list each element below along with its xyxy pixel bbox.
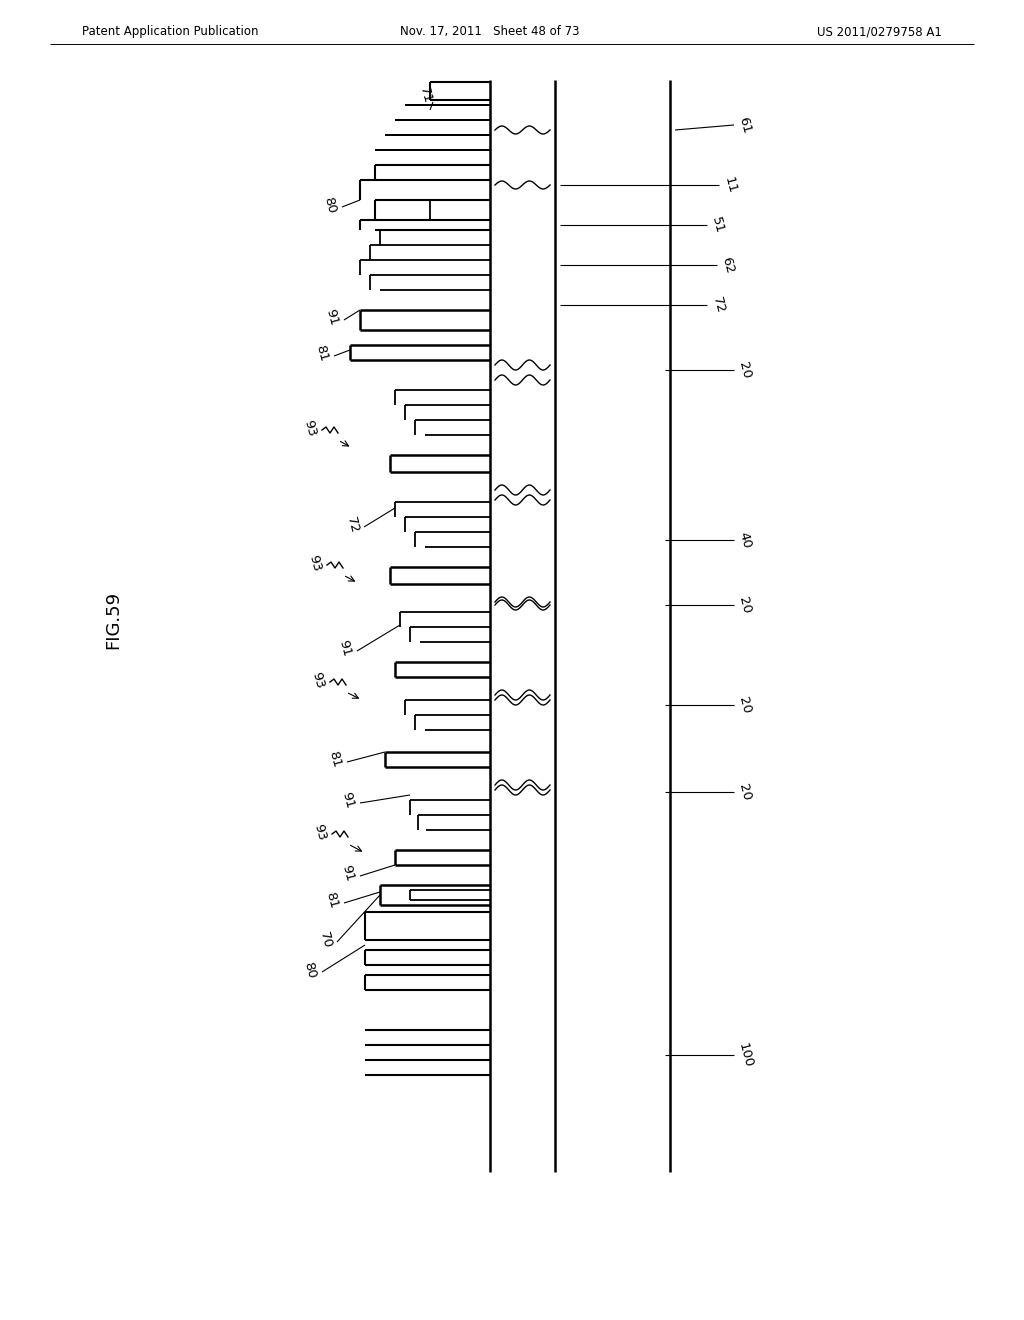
Text: 20: 20 xyxy=(736,696,754,715)
Text: 80: 80 xyxy=(301,960,318,979)
Text: Nov. 17, 2011   Sheet 48 of 73: Nov. 17, 2011 Sheet 48 of 73 xyxy=(400,25,580,38)
Text: 11: 11 xyxy=(722,176,738,195)
Text: 91: 91 xyxy=(340,863,356,883)
Text: 91: 91 xyxy=(340,791,356,810)
Text: 81: 81 xyxy=(324,890,340,909)
Text: 71: 71 xyxy=(417,84,433,104)
Text: 20: 20 xyxy=(736,595,754,615)
Text: 91: 91 xyxy=(324,308,340,327)
Text: US 2011/0279758 A1: US 2011/0279758 A1 xyxy=(817,25,942,38)
Text: 61: 61 xyxy=(736,115,754,135)
Text: 91: 91 xyxy=(337,638,353,657)
Text: Patent Application Publication: Patent Application Publication xyxy=(82,25,258,38)
Text: 70: 70 xyxy=(316,931,334,950)
Text: 93: 93 xyxy=(309,671,327,690)
Text: 40: 40 xyxy=(736,531,754,549)
Text: 80: 80 xyxy=(322,195,339,215)
Text: 72: 72 xyxy=(343,515,360,535)
Text: 93: 93 xyxy=(306,553,324,573)
Text: 62: 62 xyxy=(720,255,736,275)
Text: 51: 51 xyxy=(710,215,726,235)
Text: 93: 93 xyxy=(301,418,318,438)
Text: 20: 20 xyxy=(736,360,754,380)
Text: FIG.59: FIG.59 xyxy=(104,591,122,649)
Text: 81: 81 xyxy=(327,750,343,768)
Text: 81: 81 xyxy=(313,343,331,363)
Text: 93: 93 xyxy=(311,822,329,842)
Text: 100: 100 xyxy=(735,1041,755,1069)
Text: 72: 72 xyxy=(710,296,726,315)
Text: 20: 20 xyxy=(736,783,754,801)
